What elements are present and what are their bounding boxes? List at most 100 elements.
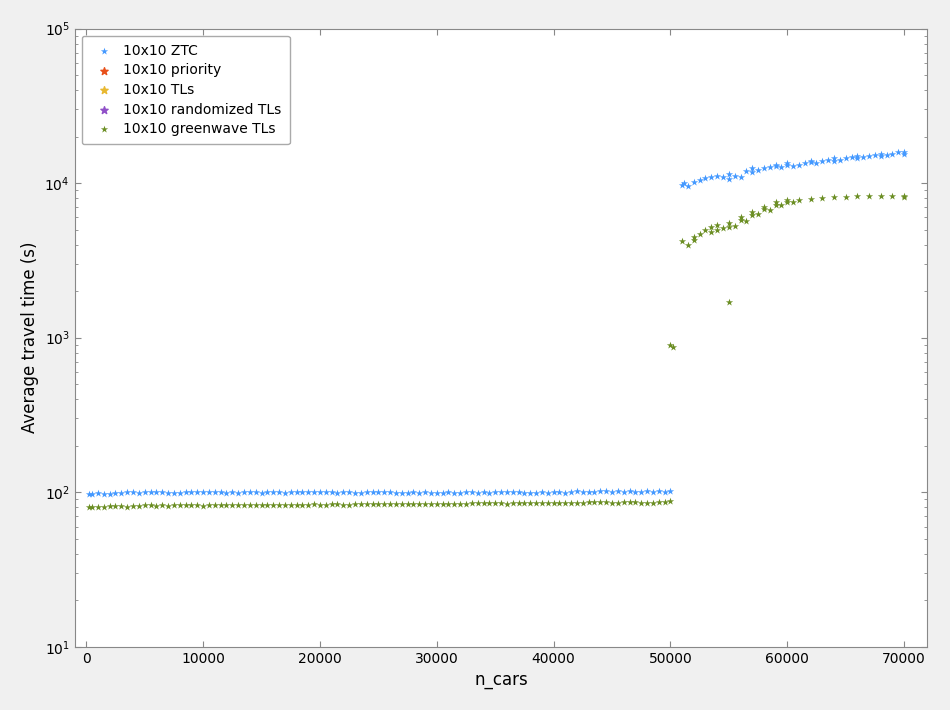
10x10 greenwave TLs bbox=[710, 219, 725, 230]
10x10 greenwave TLs bbox=[365, 498, 380, 510]
10x10 greenwave TLs bbox=[873, 191, 888, 202]
10x10 greenwave TLs bbox=[563, 497, 579, 508]
10x10 greenwave TLs bbox=[815, 192, 830, 204]
10x10 ZTC bbox=[446, 487, 462, 498]
10x10 greenwave TLs bbox=[470, 497, 485, 508]
10x10 ZTC bbox=[534, 487, 549, 498]
10x10 greenwave TLs bbox=[213, 499, 228, 510]
10x10 greenwave TLs bbox=[389, 498, 404, 510]
10x10 ZTC bbox=[593, 486, 608, 497]
10x10 ZTC bbox=[487, 486, 503, 497]
10x10 greenwave TLs bbox=[674, 236, 690, 247]
10x10 ZTC bbox=[81, 488, 96, 500]
10x10 ZTC bbox=[493, 486, 508, 498]
10x10 ZTC bbox=[617, 486, 632, 498]
10x10 greenwave TLs bbox=[663, 496, 678, 507]
10x10 greenwave TLs bbox=[289, 499, 304, 510]
10x10 ZTC bbox=[411, 487, 427, 498]
10x10 ZTC bbox=[96, 488, 111, 500]
10x10 ZTC bbox=[254, 487, 269, 498]
10x10 ZTC bbox=[528, 487, 543, 498]
10x10 ZTC bbox=[149, 486, 164, 498]
10x10 greenwave TLs bbox=[330, 499, 345, 510]
10x10 ZTC bbox=[873, 151, 888, 162]
10x10 greenwave TLs bbox=[651, 496, 666, 508]
10x10 greenwave TLs bbox=[465, 498, 480, 509]
10x10 ZTC bbox=[441, 486, 456, 498]
10x10 ZTC bbox=[692, 174, 707, 185]
10x10 ZTC bbox=[272, 486, 287, 498]
10x10 greenwave TLs bbox=[342, 499, 357, 510]
10x10 ZTC bbox=[294, 486, 310, 498]
10x10 greenwave TLs bbox=[780, 197, 795, 208]
10x10 ZTC bbox=[155, 486, 170, 497]
10x10 greenwave TLs bbox=[581, 496, 597, 508]
10x10 greenwave TLs bbox=[225, 499, 240, 510]
10x10 ZTC bbox=[750, 164, 766, 175]
10x10 ZTC bbox=[207, 486, 222, 498]
10x10 greenwave TLs bbox=[482, 498, 497, 509]
10x10 greenwave TLs bbox=[476, 498, 491, 509]
10x10 ZTC bbox=[639, 486, 655, 497]
10x10 greenwave TLs bbox=[242, 499, 257, 510]
10x10 greenwave TLs bbox=[768, 200, 783, 211]
10x10 greenwave TLs bbox=[237, 499, 252, 510]
10x10 greenwave TLs bbox=[218, 499, 234, 510]
10x10 ZTC bbox=[400, 487, 415, 498]
10x10 greenwave TLs bbox=[161, 500, 176, 511]
10x10 ZTC bbox=[610, 486, 625, 497]
10x10 ZTC bbox=[628, 486, 643, 498]
10x10 ZTC bbox=[330, 487, 345, 498]
10x10 greenwave TLs bbox=[534, 498, 549, 509]
10x10 greenwave TLs bbox=[786, 196, 801, 207]
10x10 ZTC bbox=[131, 487, 146, 498]
10x10 greenwave TLs bbox=[604, 497, 619, 508]
10x10 greenwave TLs bbox=[429, 498, 445, 510]
10x10 greenwave TLs bbox=[552, 498, 567, 509]
10x10 ZTC bbox=[266, 486, 281, 498]
10x10 ZTC bbox=[663, 485, 678, 496]
10x10 greenwave TLs bbox=[102, 501, 117, 512]
10x10 ZTC bbox=[541, 487, 556, 498]
10x10 greenwave TLs bbox=[90, 501, 105, 513]
10x10 ZTC bbox=[768, 160, 783, 171]
10x10 greenwave TLs bbox=[546, 497, 561, 508]
10x10 greenwave TLs bbox=[756, 202, 771, 213]
10x10 greenwave TLs bbox=[376, 498, 391, 510]
10x10 ZTC bbox=[394, 487, 409, 498]
10x10 ZTC bbox=[383, 486, 398, 497]
10x10 ZTC bbox=[762, 161, 777, 173]
10x10 ZTC bbox=[657, 486, 673, 498]
10x10 ZTC bbox=[201, 486, 217, 498]
10x10 greenwave TLs bbox=[862, 191, 877, 202]
10x10 ZTC bbox=[563, 486, 579, 498]
10x10 greenwave TLs bbox=[575, 498, 590, 509]
10x10 greenwave TLs bbox=[283, 499, 298, 510]
10x10 greenwave TLs bbox=[125, 501, 141, 512]
10x10 greenwave TLs bbox=[201, 500, 217, 511]
10x10 ZTC bbox=[884, 148, 900, 160]
X-axis label: n_cars: n_cars bbox=[474, 671, 528, 689]
10x10 ZTC bbox=[342, 486, 357, 498]
10x10 greenwave TLs bbox=[745, 207, 760, 218]
10x10 ZTC bbox=[803, 155, 818, 166]
10x10 ZTC bbox=[522, 487, 538, 498]
10x10 ZTC bbox=[289, 486, 304, 498]
10x10 ZTC bbox=[856, 151, 871, 163]
10x10 greenwave TLs bbox=[803, 193, 818, 204]
10x10 greenwave TLs bbox=[324, 498, 339, 510]
10x10 ZTC bbox=[137, 486, 152, 498]
10x10 ZTC bbox=[558, 487, 573, 498]
10x10 ZTC bbox=[680, 180, 695, 192]
10x10 greenwave TLs bbox=[768, 197, 783, 208]
10x10 ZTC bbox=[698, 173, 713, 184]
10x10 ZTC bbox=[300, 486, 315, 497]
10x10 greenwave TLs bbox=[628, 497, 643, 508]
10x10 ZTC bbox=[768, 159, 783, 170]
10x10 greenwave TLs bbox=[131, 501, 146, 512]
10x10 ZTC bbox=[686, 176, 701, 187]
10x10 ZTC bbox=[283, 486, 298, 498]
10x10 ZTC bbox=[604, 486, 619, 498]
10x10 ZTC bbox=[517, 487, 532, 498]
10x10 greenwave TLs bbox=[266, 499, 281, 510]
